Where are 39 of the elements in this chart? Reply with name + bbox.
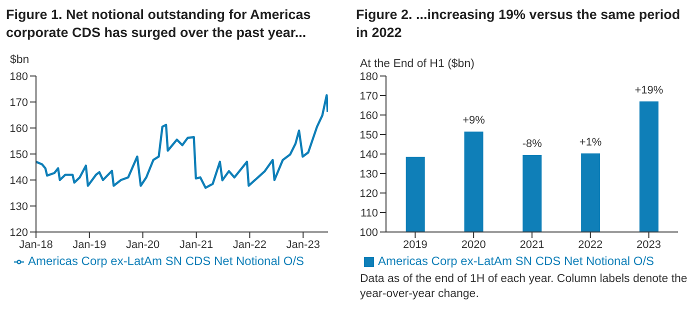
y-tick-label: 170 [360,90,378,102]
y-tick-label: 150 [10,148,28,161]
x-tick-label: 2022 [578,238,603,251]
x-tick-label: Jan-18 [19,238,53,251]
x-tick-label: 2021 [520,238,544,251]
y-tick-label: 130 [10,200,28,213]
y-axis-title: $bn [10,54,30,66]
text: +19% [634,84,664,96]
y-tick-label: 120 [10,226,28,239]
chart-title: Figure 2. ...increasing 19% versus the same period in 2022 [356,6,682,42]
legend-label: Americas Corp ex-LatAm SN CDS Net Notional O/S [28,254,304,268]
y-tick-label: 160 [10,122,28,135]
x-tick-label: Jan-23 [286,238,320,251]
y-tick-label: 170 [10,96,28,109]
y-tick-label: 180 [10,70,28,83]
y-tick-label: 120 [360,188,378,200]
text: -8% [522,138,542,150]
x-tick-label: 2023 [636,238,662,251]
line-series [36,94,328,189]
x-tick-label: 2019 [402,238,428,251]
x-tick-label: Jan-22 [232,238,267,251]
x-tick-label: Jan-21 [180,238,214,251]
y-tick-label: 140 [10,174,28,187]
text: +1% [579,136,602,148]
text: +9% [462,114,485,127]
y-tick-label: 130 [360,168,378,180]
y-tick-label: 180 [360,70,378,83]
y-tick-label: 100 [360,226,378,239]
y-tick-label: 150 [360,129,378,142]
x-tick-label: 2020 [461,238,486,251]
y-axis-title: At the End of H1 ($bn) [360,58,474,70]
chart-title: Figure 1. Net notional outstanding for Americas corporate CDS has surged over the past year... [6,6,312,42]
x-tick-label: Jan-19 [72,238,106,251]
text: Data as of the end of 1H of each year. Column labels denote the year-over-year change. [360,272,688,302]
y-tick-label: 110 [360,207,378,220]
x-tick-label: Jan-20 [126,238,160,251]
legend-label: Americas Corp ex-LatAm SN CDS Net Notional O/S [378,254,654,268]
y-tick-label: 140 [360,148,378,161]
y-tick-label: 160 [360,110,378,122]
